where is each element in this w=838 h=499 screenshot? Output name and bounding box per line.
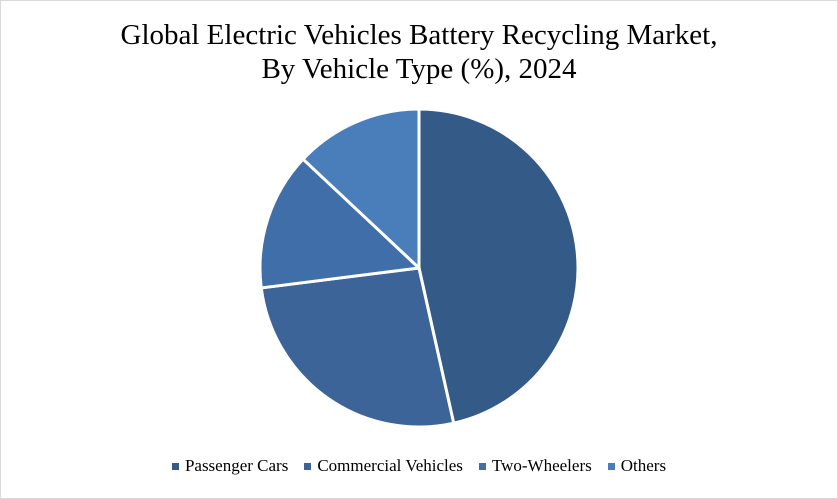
chart-legend: Passenger Cars Commercial Vehicles Two-W… <box>0 456 838 476</box>
legend-label-commercial-vehicles: Commercial Vehicles <box>317 456 463 475</box>
pie-slice-passenger-cars <box>417 107 580 425</box>
pie-slice-others <box>301 107 421 270</box>
legend-label-others: Others <box>620 456 667 475</box>
legend-item-two-wheelers: Two-Wheelers <box>478 456 592 476</box>
legend-swatch-commercial-vehicles <box>304 462 312 470</box>
pie-slice-two-wheelers <box>258 157 421 290</box>
pie-slices <box>258 107 580 429</box>
legend-swatch-two-wheelers <box>478 462 486 470</box>
legend-label-two-wheelers: Two-Wheelers <box>491 456 592 475</box>
pie-slice-commercial-vehicles <box>259 266 456 429</box>
legend-label-passenger-cars: Passenger Cars <box>184 456 289 475</box>
chart-title: Global Electric Vehicles Battery Recycli… <box>0 18 838 86</box>
legend-item-passenger-cars: Passenger Cars <box>171 456 289 476</box>
legend-item-commercial-vehicles: Commercial Vehicles <box>304 456 463 476</box>
legend-swatch-others <box>607 462 615 470</box>
chart-title-line-1: Global Electric Vehicles Battery Recycli… <box>120 19 718 51</box>
legend-item-others: Others <box>607 456 667 476</box>
legend-swatch-passenger-cars <box>171 462 179 470</box>
chart-title-line-2: By Vehicle Type (%), 2024 <box>261 53 577 85</box>
